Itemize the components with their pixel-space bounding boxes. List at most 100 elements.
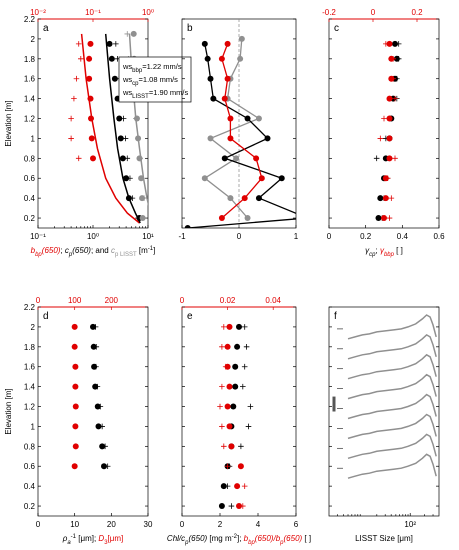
point-a-4 xyxy=(130,30,137,37)
xtick-label-a: 10⁻¹ xyxy=(30,232,46,241)
ytick-label: 2 xyxy=(31,35,36,44)
panel-letter-d: d xyxy=(43,311,49,322)
plus-a-3 xyxy=(113,41,119,47)
point-b-2 xyxy=(227,115,234,122)
panel-b: -1 0 1 b xyxy=(178,18,310,241)
panel-letter-c: c xyxy=(334,23,339,34)
plus-e-3 xyxy=(219,344,225,350)
xtick-label-d: 10 xyxy=(70,520,79,529)
plus-d-2 xyxy=(93,363,99,370)
panel-a: 0.2 0.4 0.6 0.8 1 1.2 1.4 1.6 1.8 2 2.2 10⁻¹ 10⁰ 10¹ 1… xyxy=(24,8,192,258)
point-d-0 xyxy=(71,343,78,350)
plus-d-2 xyxy=(99,423,105,430)
point-b-1 xyxy=(304,215,310,221)
plot-area-f xyxy=(347,314,437,479)
xtick-label-b: -1 xyxy=(178,232,186,241)
plus-a-1 xyxy=(68,135,74,142)
plus-d-2 xyxy=(104,463,111,470)
y-axis-label-1: Elevation [m] xyxy=(4,388,13,434)
size-distribution-curve-4 xyxy=(347,393,437,420)
plus-c-3 xyxy=(377,135,384,142)
ytick-label: 1.6 xyxy=(24,75,36,84)
plus-c-3 xyxy=(386,215,393,221)
ytick-label: 1.8 xyxy=(24,343,36,352)
xtick-label-c: 0.2 xyxy=(360,232,372,241)
point-e-2 xyxy=(224,343,231,350)
xlabel-f: LISST Size [μm] xyxy=(355,534,413,543)
ytick-label: 0.6 xyxy=(24,462,36,471)
point-b-1 xyxy=(278,175,285,182)
ytick-label: 1 xyxy=(31,422,36,431)
point-a-2 xyxy=(116,115,123,122)
point-e-0 xyxy=(232,383,239,390)
point-b-2 xyxy=(218,55,225,62)
top-xtick-label-d: 200 xyxy=(105,296,119,305)
size-distribution-curve-5 xyxy=(347,413,437,440)
top-xtick-label-c: 0.2 xyxy=(411,8,423,17)
series-line-b-1 xyxy=(187,43,296,228)
plus-e-3 xyxy=(219,383,225,390)
plus-d-2 xyxy=(102,443,108,450)
plus-d-2 xyxy=(92,324,99,330)
plus-e-3 xyxy=(219,423,225,430)
top-xtick-label-e: 0 xyxy=(180,296,185,305)
size-distribution-curve-3 xyxy=(347,373,437,400)
point-a-0 xyxy=(87,40,94,47)
xtick-label-c: 0 xyxy=(327,232,332,241)
plus-c-3 xyxy=(390,56,396,62)
point-e-0 xyxy=(234,343,241,350)
plus-c-1 xyxy=(395,56,402,62)
plus-a-1 xyxy=(71,95,77,102)
point-d-0 xyxy=(71,463,78,470)
xtick-label-e: 2 xyxy=(218,520,223,529)
xtick-label-f: 10² xyxy=(404,520,416,529)
panel-letter-b: b xyxy=(187,23,193,34)
point-b-2 xyxy=(221,95,228,102)
point-b-2 xyxy=(224,40,231,47)
legend-entry-0: wsbbp=1.22 mm/s xyxy=(122,62,182,74)
point-b-1 xyxy=(207,75,214,82)
point-a-0 xyxy=(90,155,96,162)
point-b-0 xyxy=(244,215,251,222)
point-b-2 xyxy=(258,175,265,182)
point-e-2 xyxy=(234,483,241,490)
size-distribution-curve-1 xyxy=(347,333,437,360)
point-a-2 xyxy=(106,40,113,47)
xtick-label-d: 20 xyxy=(107,520,116,529)
plus-a-1 xyxy=(73,75,80,82)
point-e-2 xyxy=(228,443,235,450)
point-d-0 xyxy=(71,323,78,330)
xtick-label-b: 1 xyxy=(294,232,299,241)
point-e-0 xyxy=(230,403,237,410)
ytick-label: 0.2 xyxy=(24,502,36,511)
xtick-label-a: 10⁰ xyxy=(87,232,99,241)
ytick-label: 0.4 xyxy=(24,482,36,491)
ytick-label: 0.2 xyxy=(24,214,36,223)
point-b-1 xyxy=(244,115,251,122)
point-d-0 xyxy=(72,383,79,390)
point-b-0 xyxy=(207,135,214,142)
xtick-label-e: 6 xyxy=(294,520,299,529)
point-a-2 xyxy=(108,55,115,62)
panel-f: 10² f LISST Size [μm] xyxy=(328,306,440,543)
xlabel-c: γcp; γbbp [ ] xyxy=(365,246,403,258)
point-c-2 xyxy=(381,215,387,222)
point-a-0 xyxy=(86,75,93,82)
plus-e-3 xyxy=(221,324,227,330)
panel-letter-e: e xyxy=(187,311,193,322)
plus-a-3 xyxy=(120,115,127,122)
size-distribution-curve-7 xyxy=(347,453,437,479)
plot-area-c xyxy=(373,40,402,222)
plus-c-3 xyxy=(392,95,398,102)
ytick-label: 2 xyxy=(31,323,36,332)
legend-box xyxy=(118,56,192,103)
plus-a-1 xyxy=(77,56,84,62)
point-b-2 xyxy=(253,155,260,162)
point-b-1 xyxy=(201,40,208,47)
size-distribution-curve-0 xyxy=(347,314,437,340)
plus-e-1 xyxy=(228,503,235,509)
point-c-0 xyxy=(392,40,398,47)
legend-entry-2: wsLISST=1.90 mm/s xyxy=(122,88,188,100)
point-c-2 xyxy=(386,115,393,122)
y-axis-label-0: Elevation [m] xyxy=(4,100,13,146)
